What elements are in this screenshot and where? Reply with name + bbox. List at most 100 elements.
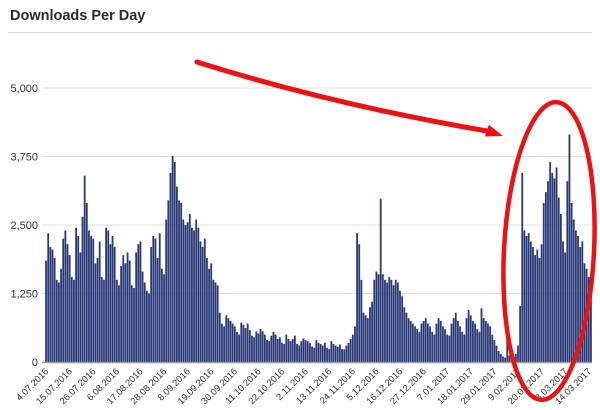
- bar: [296, 343, 298, 362]
- bar: [169, 172, 172, 362]
- bar: [457, 320, 459, 362]
- bar: [268, 341, 271, 362]
- bar: [441, 326, 444, 362]
- y-axis-tick-label: 2,500: [10, 220, 38, 232]
- bar: [332, 343, 335, 362]
- bar: [339, 344, 341, 362]
- bar: [411, 323, 414, 362]
- bar: [171, 155, 174, 362]
- bar: [394, 279, 397, 362]
- bar: [240, 322, 243, 362]
- bar: [439, 320, 442, 362]
- bar: [184, 225, 187, 362]
- bar: [278, 337, 281, 362]
- bar: [499, 353, 502, 362]
- bar: [446, 334, 449, 362]
- bar: [321, 345, 324, 362]
- bar: [414, 326, 416, 362]
- bar: [165, 219, 168, 362]
- bar: [330, 341, 333, 362]
- bar: [489, 326, 491, 362]
- bar: [120, 266, 123, 362]
- bar: [521, 172, 524, 362]
- bar: [113, 246, 116, 362]
- bar: [66, 244, 69, 362]
- bar: [311, 346, 313, 362]
- bar: [302, 338, 305, 362]
- bar: [484, 320, 487, 362]
- bar: [527, 233, 530, 362]
- bar: [289, 341, 292, 362]
- bar: [487, 323, 489, 362]
- bar: [83, 175, 86, 362]
- bar: [461, 331, 464, 362]
- bar: [454, 312, 457, 362]
- bar: [85, 203, 88, 362]
- bar: [79, 252, 82, 362]
- bar: [431, 331, 434, 362]
- bar: [291, 338, 294, 362]
- bar: [319, 343, 322, 362]
- bar: [401, 296, 404, 362]
- bar: [145, 290, 148, 362]
- bar: [231, 323, 234, 362]
- bar: [343, 349, 346, 362]
- bar: [351, 334, 354, 362]
- bar: [126, 252, 129, 362]
- bar: [409, 320, 412, 362]
- bar: [590, 285, 592, 362]
- bar: [133, 288, 135, 362]
- bar: [45, 260, 47, 362]
- bar: [469, 315, 472, 362]
- bar: [186, 222, 189, 362]
- bar: [570, 203, 573, 362]
- bar: [47, 233, 50, 362]
- bar: [191, 227, 193, 362]
- bar: [433, 334, 436, 362]
- bar: [532, 246, 534, 362]
- bar: [152, 235, 155, 362]
- bar: [259, 329, 262, 362]
- bar: [444, 329, 446, 362]
- bar: [251, 335, 253, 362]
- y-axis-tick-label: 0: [32, 357, 38, 369]
- bar: [583, 263, 586, 362]
- bar: [270, 335, 273, 362]
- bar: [158, 233, 161, 362]
- page-title: Downloads Per Day: [10, 8, 146, 24]
- bar: [568, 134, 571, 362]
- bar: [559, 214, 562, 362]
- bar: [58, 282, 60, 362]
- bar: [315, 340, 318, 362]
- bar: [201, 246, 204, 362]
- bar: [317, 342, 320, 362]
- bar: [491, 334, 494, 362]
- annotation-arrowhead: [484, 124, 503, 137]
- bar: [216, 285, 219, 362]
- bar: [225, 315, 228, 362]
- bar: [244, 328, 247, 362]
- bar: [495, 345, 498, 362]
- bar: [572, 219, 575, 362]
- bar: [551, 172, 554, 362]
- bar: [379, 198, 382, 362]
- bar: [504, 357, 506, 362]
- bar: [407, 318, 410, 362]
- bar: [555, 167, 558, 362]
- bar: [218, 312, 221, 362]
- bar: [257, 333, 260, 362]
- bar: [274, 334, 277, 362]
- bar: [371, 301, 373, 362]
- bar: [369, 307, 371, 362]
- bar: [195, 219, 198, 362]
- bar: [381, 274, 384, 362]
- bar: [523, 230, 526, 362]
- bar: [549, 161, 552, 362]
- bar: [253, 337, 256, 362]
- bar: [422, 320, 425, 362]
- bar: [384, 279, 386, 362]
- bar: [53, 257, 56, 362]
- bar: [90, 235, 92, 362]
- bar: [366, 318, 369, 362]
